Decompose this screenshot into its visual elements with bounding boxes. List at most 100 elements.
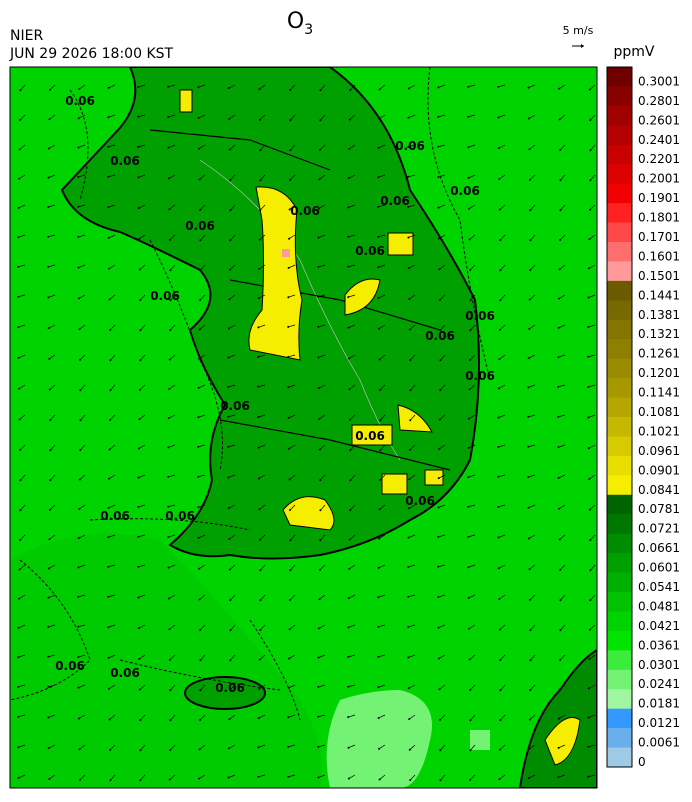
wind-arrow-head	[19, 509, 22, 512]
wind-arrow	[379, 504, 386, 510]
wind-arrow-head	[469, 778, 472, 781]
wind-arrow-head	[138, 688, 141, 691]
colorbar-label: 0.2201	[638, 152, 680, 166]
wind-arrow-head	[77, 146, 80, 149]
wind-arrow	[349, 414, 356, 421]
wind-arrow	[108, 594, 116, 598]
colorbar-label: 0.2001	[638, 172, 680, 186]
wind-arrow-head	[47, 747, 50, 750]
colorbar-segment	[607, 300, 632, 321]
wind-arrow-head	[407, 205, 410, 208]
colorbar-segment	[607, 378, 632, 399]
colorbar-segment	[607, 105, 632, 126]
wind-arrow-head	[108, 298, 111, 301]
wind-arrow	[138, 114, 146, 118]
wind-arrow	[198, 384, 206, 389]
wind-arrow	[288, 234, 296, 240]
colorbar-label: 0	[638, 755, 646, 769]
wind-arrow-head	[288, 628, 291, 631]
wind-arrow-head	[497, 147, 500, 150]
wind-arrow-head	[77, 175, 80, 178]
wind-arrow-head	[347, 716, 350, 719]
wind-arrow-head	[287, 745, 290, 748]
wind-arrow	[108, 684, 116, 690]
wind-arrow	[198, 444, 206, 448]
contour-label: 0.06	[450, 184, 480, 198]
wind-arrow-head	[167, 446, 170, 449]
wind-arrow	[168, 534, 176, 538]
wind-arrow-head	[527, 86, 530, 89]
wind-arrow	[288, 774, 296, 778]
field-patch	[10, 533, 323, 788]
wind-arrow	[469, 654, 476, 660]
wind-arrow	[168, 504, 176, 508]
colorbar-label: 0.0901	[638, 463, 680, 477]
wind-arrow	[288, 414, 296, 419]
wind-arrow	[19, 534, 26, 541]
wind-arrow-head	[137, 535, 140, 538]
wind-arrow-head	[228, 568, 231, 571]
wind-arrow	[530, 624, 536, 631]
wind-arrow-head	[588, 508, 591, 511]
wind-arrow-head	[379, 478, 382, 481]
wind-arrow	[48, 234, 56, 238]
contour-label: 0.06	[355, 244, 385, 258]
wind-arrow	[499, 324, 506, 331]
wind-arrow	[559, 564, 566, 571]
wind-arrow	[290, 114, 296, 121]
wind-arrow-head	[137, 596, 140, 599]
wind-arrow-head	[198, 178, 201, 181]
wind-arrow-head	[47, 716, 50, 719]
wind-arrow	[379, 774, 386, 780]
wind-arrow-head	[407, 656, 410, 659]
contour-labels: 0.06 0.06 0.06 0.06 0.06 0.06 0.06 0.06 0.06 0.06…	[55, 94, 495, 695]
wind-arrow-head	[529, 689, 532, 692]
wind-arrow-head	[589, 179, 592, 182]
wind-arrow	[168, 114, 176, 118]
wind-arrow-head	[527, 357, 530, 360]
wind-arrow-head	[377, 596, 380, 599]
wind-arrow	[528, 354, 536, 359]
wind-arrow	[79, 774, 86, 781]
wind-arrow	[79, 84, 86, 90]
high-zone	[544, 717, 581, 766]
wind-arrow	[79, 744, 86, 750]
wind-arrow	[378, 684, 386, 688]
wind-arrow	[139, 264, 146, 270]
wind-arrow-head	[138, 268, 141, 271]
wind-arrow	[378, 324, 386, 330]
wind-arrow-head	[437, 477, 440, 480]
wind-arrow	[19, 414, 26, 420]
wind-arrow	[49, 774, 56, 780]
wind-arrow-head	[49, 419, 52, 422]
wind-arrow-head	[168, 628, 171, 631]
wind-arrow	[438, 564, 446, 568]
wind-arrow	[319, 444, 326, 450]
colorbar-label: 0.0061	[638, 736, 680, 750]
wind-arrow-head	[528, 747, 531, 750]
wind-arrow	[198, 84, 206, 88]
colorbar-label: 0.1021	[638, 424, 680, 438]
colorbar-label: 0.0721	[638, 522, 680, 536]
wind-arrow-head	[319, 539, 322, 542]
wind-arrow-head	[168, 387, 171, 390]
wind-arrow-head	[168, 358, 171, 361]
colorbar-segment	[607, 747, 632, 768]
wind-arrow-head	[499, 299, 502, 302]
wind-arrow-head	[318, 148, 321, 151]
wind-arrow-head	[228, 298, 231, 301]
colorbar-label: 0.1901	[638, 191, 680, 205]
wind-arrow	[229, 534, 236, 540]
wind-arrow-head	[319, 509, 322, 512]
wind-arrow	[589, 204, 596, 211]
wind-arrow-head	[557, 476, 560, 479]
wind-arrow	[409, 324, 416, 330]
wind-arrow	[499, 774, 506, 780]
wind-arrow	[288, 384, 296, 388]
wind-arrow	[529, 174, 536, 181]
wind-arrow-head	[49, 479, 52, 482]
wind-arrow-head	[47, 176, 50, 179]
wind-arrow-head	[19, 89, 22, 92]
wind-arrow-head	[19, 479, 22, 482]
wind-arrow-head	[108, 267, 111, 270]
